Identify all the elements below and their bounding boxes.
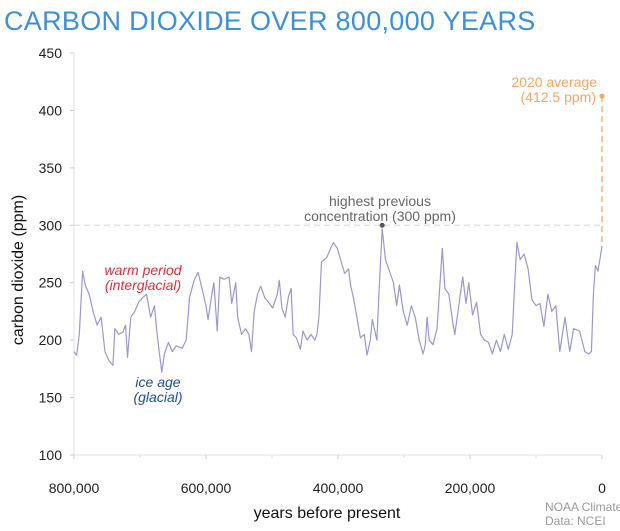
x-tick-label: 400,000 [313,480,364,496]
x-tick-label: 800,000 [49,480,100,496]
highest-previous-point [379,222,385,228]
y-tick-label: 350 [39,160,63,176]
y-tick-label: 250 [39,275,63,291]
reference-lines [74,96,603,246]
y-tick-label: 100 [39,447,63,463]
ice-age-label: ice age [135,374,180,390]
highest-previous-value: concentration (300 ppm) [304,208,456,224]
warm-period-label: warm period [104,262,182,278]
y-tick-label: 150 [39,390,63,406]
co2-series-line [73,228,603,373]
current-average-value: (412.5 ppm) [521,89,596,105]
y-axis: 100 150 200 250 300 350 400 450 [39,45,75,463]
credit-data: Data: NCEI [545,514,606,528]
y-axis-label: carbon dioxide (ppm) [10,195,27,345]
credit-source: NOAA Climate.gov [545,500,620,514]
plot-area [73,93,605,373]
current-average-point [599,93,605,99]
x-axis-label: years before present [254,505,401,522]
interglacial-label: (interglacial) [105,277,181,293]
y-tick-label: 200 [39,332,63,348]
highest-previous-label: highest previous [329,193,431,209]
y-tick-label: 450 [39,45,63,61]
x-axis: 800,000 600,000 400,000 200,000 0 [49,454,606,496]
glacial-label: (glacial) [133,389,182,405]
y-tick-label: 300 [39,217,63,233]
x-tick-label: 600,000 [181,480,232,496]
current-average-label: 2020 average [511,74,597,90]
y-tick-label: 400 [39,102,63,118]
x-tick-label: 200,000 [445,480,496,496]
chart-title: CARBON DIOXIDE OVER 800,000 YEARS [4,6,536,36]
x-tick-label: 0 [598,480,606,496]
